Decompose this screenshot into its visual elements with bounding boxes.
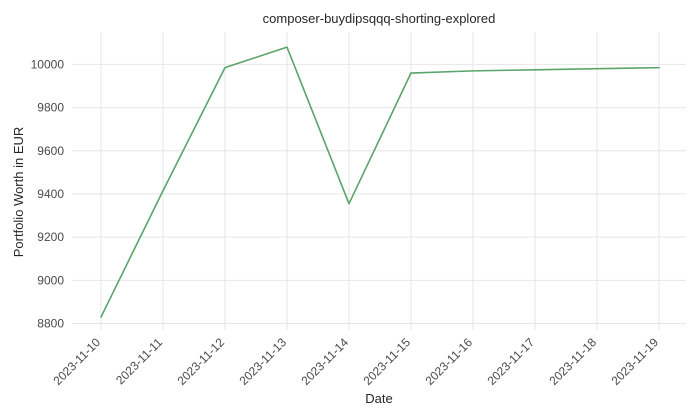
x-tick-label: 2023-11-17 — [484, 335, 537, 388]
series-layer — [100, 46, 660, 318]
x-tick-label: 2023-11-10 — [50, 335, 103, 388]
x-tick-label: 2023-11-16 — [422, 335, 475, 388]
y-tick-label: 10000 — [31, 57, 65, 71]
chart-title: composer-buydipsqqq-shorting-explored — [263, 11, 496, 26]
x-axis-title: Date — [365, 391, 392, 406]
y-axis-title: Portfolio Worth in EUR — [11, 127, 26, 258]
series-line — [100, 46, 660, 318]
y-tick-label: 9200 — [37, 230, 64, 244]
y-tick-label: 9800 — [37, 101, 64, 115]
x-tick-label: 2023-11-12 — [174, 335, 227, 388]
y-tick-label: 9600 — [37, 144, 64, 158]
y-tick-label: 8800 — [37, 317, 64, 331]
x-tick-label: 2023-11-18 — [546, 335, 599, 388]
y-tick-label: 9400 — [37, 187, 64, 201]
x-tick-label: 2023-11-14 — [298, 335, 351, 388]
x-tick-label: 2023-11-13 — [236, 335, 289, 388]
y-tick-label: 9000 — [37, 273, 64, 287]
x-tick-labels: 2023-11-10 2023-11-11 2023-11-12 2023-11-13… — [50, 335, 661, 388]
y-tick-labels: 8800 9000 9200 9400 9600 9800 10000 — [31, 57, 65, 330]
x-tick-label: 2023-11-15 — [360, 335, 413, 388]
grid — [72, 32, 686, 330]
x-tick-label: 2023-11-19 — [608, 335, 661, 388]
x-tick-label: 2023-11-11 — [113, 335, 165, 387]
